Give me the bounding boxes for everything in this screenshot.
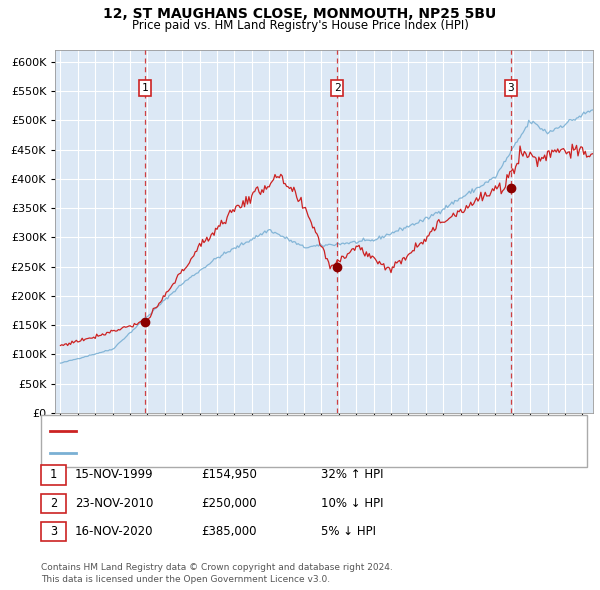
Text: Price paid vs. HM Land Registry's House Price Index (HPI): Price paid vs. HM Land Registry's House …	[131, 19, 469, 32]
Text: 12, ST MAUGHANS CLOSE, MONMOUTH, NP25 5BU: 12, ST MAUGHANS CLOSE, MONMOUTH, NP25 5B…	[103, 7, 497, 21]
Text: £250,000: £250,000	[201, 497, 257, 510]
Text: 15-NOV-1999: 15-NOV-1999	[75, 468, 154, 481]
Text: 2: 2	[334, 83, 340, 93]
Text: 16-NOV-2020: 16-NOV-2020	[75, 525, 154, 538]
Text: 1: 1	[142, 83, 149, 93]
Text: 2: 2	[50, 497, 57, 510]
Text: 1: 1	[50, 468, 57, 481]
Text: 3: 3	[508, 83, 514, 93]
Text: 12, ST MAUGHANS CLOSE, MONMOUTH, NP25 5BU (detached house): 12, ST MAUGHANS CLOSE, MONMOUTH, NP25 5B…	[80, 426, 457, 436]
Text: £385,000: £385,000	[201, 525, 257, 538]
Text: 10% ↓ HPI: 10% ↓ HPI	[321, 497, 383, 510]
Text: 5% ↓ HPI: 5% ↓ HPI	[321, 525, 376, 538]
Text: HPI: Average price, detached house, Monmouthshire: HPI: Average price, detached house, Monm…	[80, 448, 367, 458]
Text: £154,950: £154,950	[201, 468, 257, 481]
Text: 23-NOV-2010: 23-NOV-2010	[75, 497, 154, 510]
Text: 32% ↑ HPI: 32% ↑ HPI	[321, 468, 383, 481]
Text: 3: 3	[50, 525, 57, 538]
Text: Contains HM Land Registry data © Crown copyright and database right 2024.
This d: Contains HM Land Registry data © Crown c…	[41, 563, 392, 584]
